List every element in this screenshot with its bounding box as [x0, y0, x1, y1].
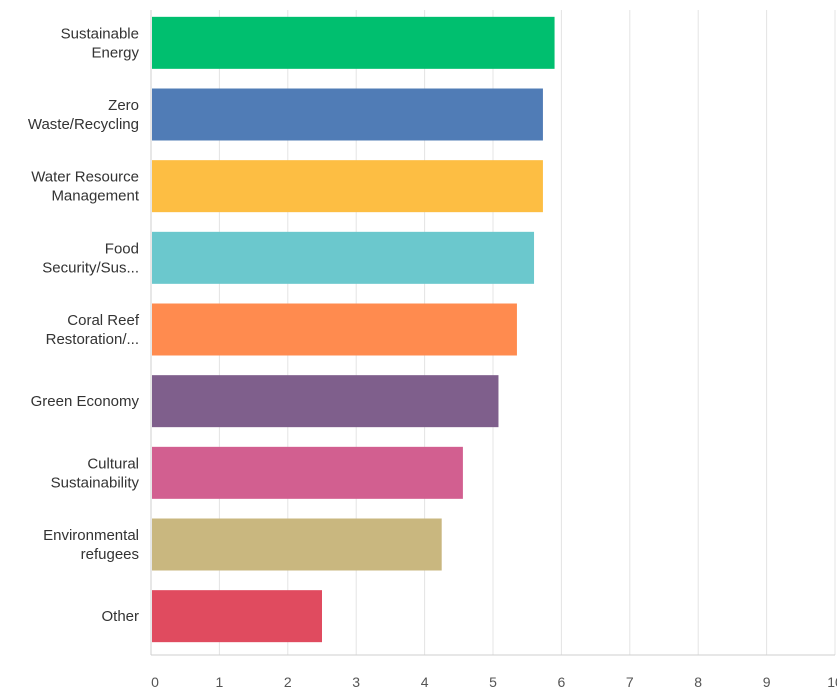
bar-1[interactable] — [152, 88, 543, 141]
tick-label-5: 5 — [489, 674, 497, 690]
bar-6[interactable] — [152, 446, 463, 499]
tick-label-4: 4 — [421, 674, 429, 690]
category-label-line: Management — [51, 188, 139, 205]
category-label-line: Zero — [108, 97, 139, 114]
category-label-line: Sustainable — [61, 25, 139, 42]
category-label-0: Sustainable Energy — [61, 25, 140, 61]
tick-label-10: 10 — [827, 674, 837, 690]
bar-7[interactable] — [152, 518, 442, 571]
bars — [152, 16, 555, 643]
category-label-line: Green Economy — [31, 393, 140, 410]
category-label-7: Environmental refugees — [43, 527, 139, 563]
category-label-line: Food — [105, 240, 139, 257]
bar-8[interactable] — [152, 590, 322, 643]
bar-4[interactable] — [152, 303, 517, 356]
tick-label-1: 1 — [216, 674, 224, 690]
bar-2[interactable] — [152, 160, 543, 213]
tick-label-2: 2 — [284, 674, 292, 690]
category-label-4: Coral Reef Restoration/... — [46, 312, 140, 348]
category-label-line: refugees — [81, 546, 139, 563]
category-label-2: Water Resource Management — [31, 169, 140, 205]
category-labels: Sustainable Energy Zero Waste/Recycling Wate… — [28, 25, 140, 625]
category-label-6: Cultural Sustainability — [51, 455, 140, 491]
tick-label-7: 7 — [626, 674, 634, 690]
category-label-8: Other — [101, 608, 139, 625]
tick-label-8: 8 — [694, 674, 702, 690]
category-label-line: Energy — [91, 44, 139, 61]
x-axis: 0 1 2 3 4 5 6 7 8 9 10 — [151, 654, 837, 690]
category-label-1: Zero Waste/Recycling — [28, 97, 139, 133]
category-label-line: Water Resource — [31, 169, 139, 186]
tick-label-3: 3 — [352, 674, 360, 690]
category-label-line: Cultural — [87, 455, 139, 472]
category-label-line: Waste/Recycling — [28, 116, 139, 133]
category-label-line: Sustainability — [51, 474, 140, 491]
category-label-line: Other — [101, 608, 139, 625]
category-label-5: Green Economy — [31, 393, 140, 410]
category-label-line: Restoration/... — [46, 331, 139, 348]
bar-0[interactable] — [152, 16, 555, 69]
category-label-line: Environmental — [43, 527, 139, 544]
bar-5[interactable] — [152, 375, 499, 428]
category-label-line: Coral Reef — [67, 312, 140, 329]
category-label-3: Food Security/Sus... — [42, 240, 139, 276]
tick-label-0: 0 — [151, 674, 159, 690]
category-label-line: Security/Sus... — [42, 259, 139, 276]
bar-3[interactable] — [152, 231, 535, 284]
tick-label-6: 6 — [558, 674, 566, 690]
tick-label-9: 9 — [763, 674, 771, 690]
